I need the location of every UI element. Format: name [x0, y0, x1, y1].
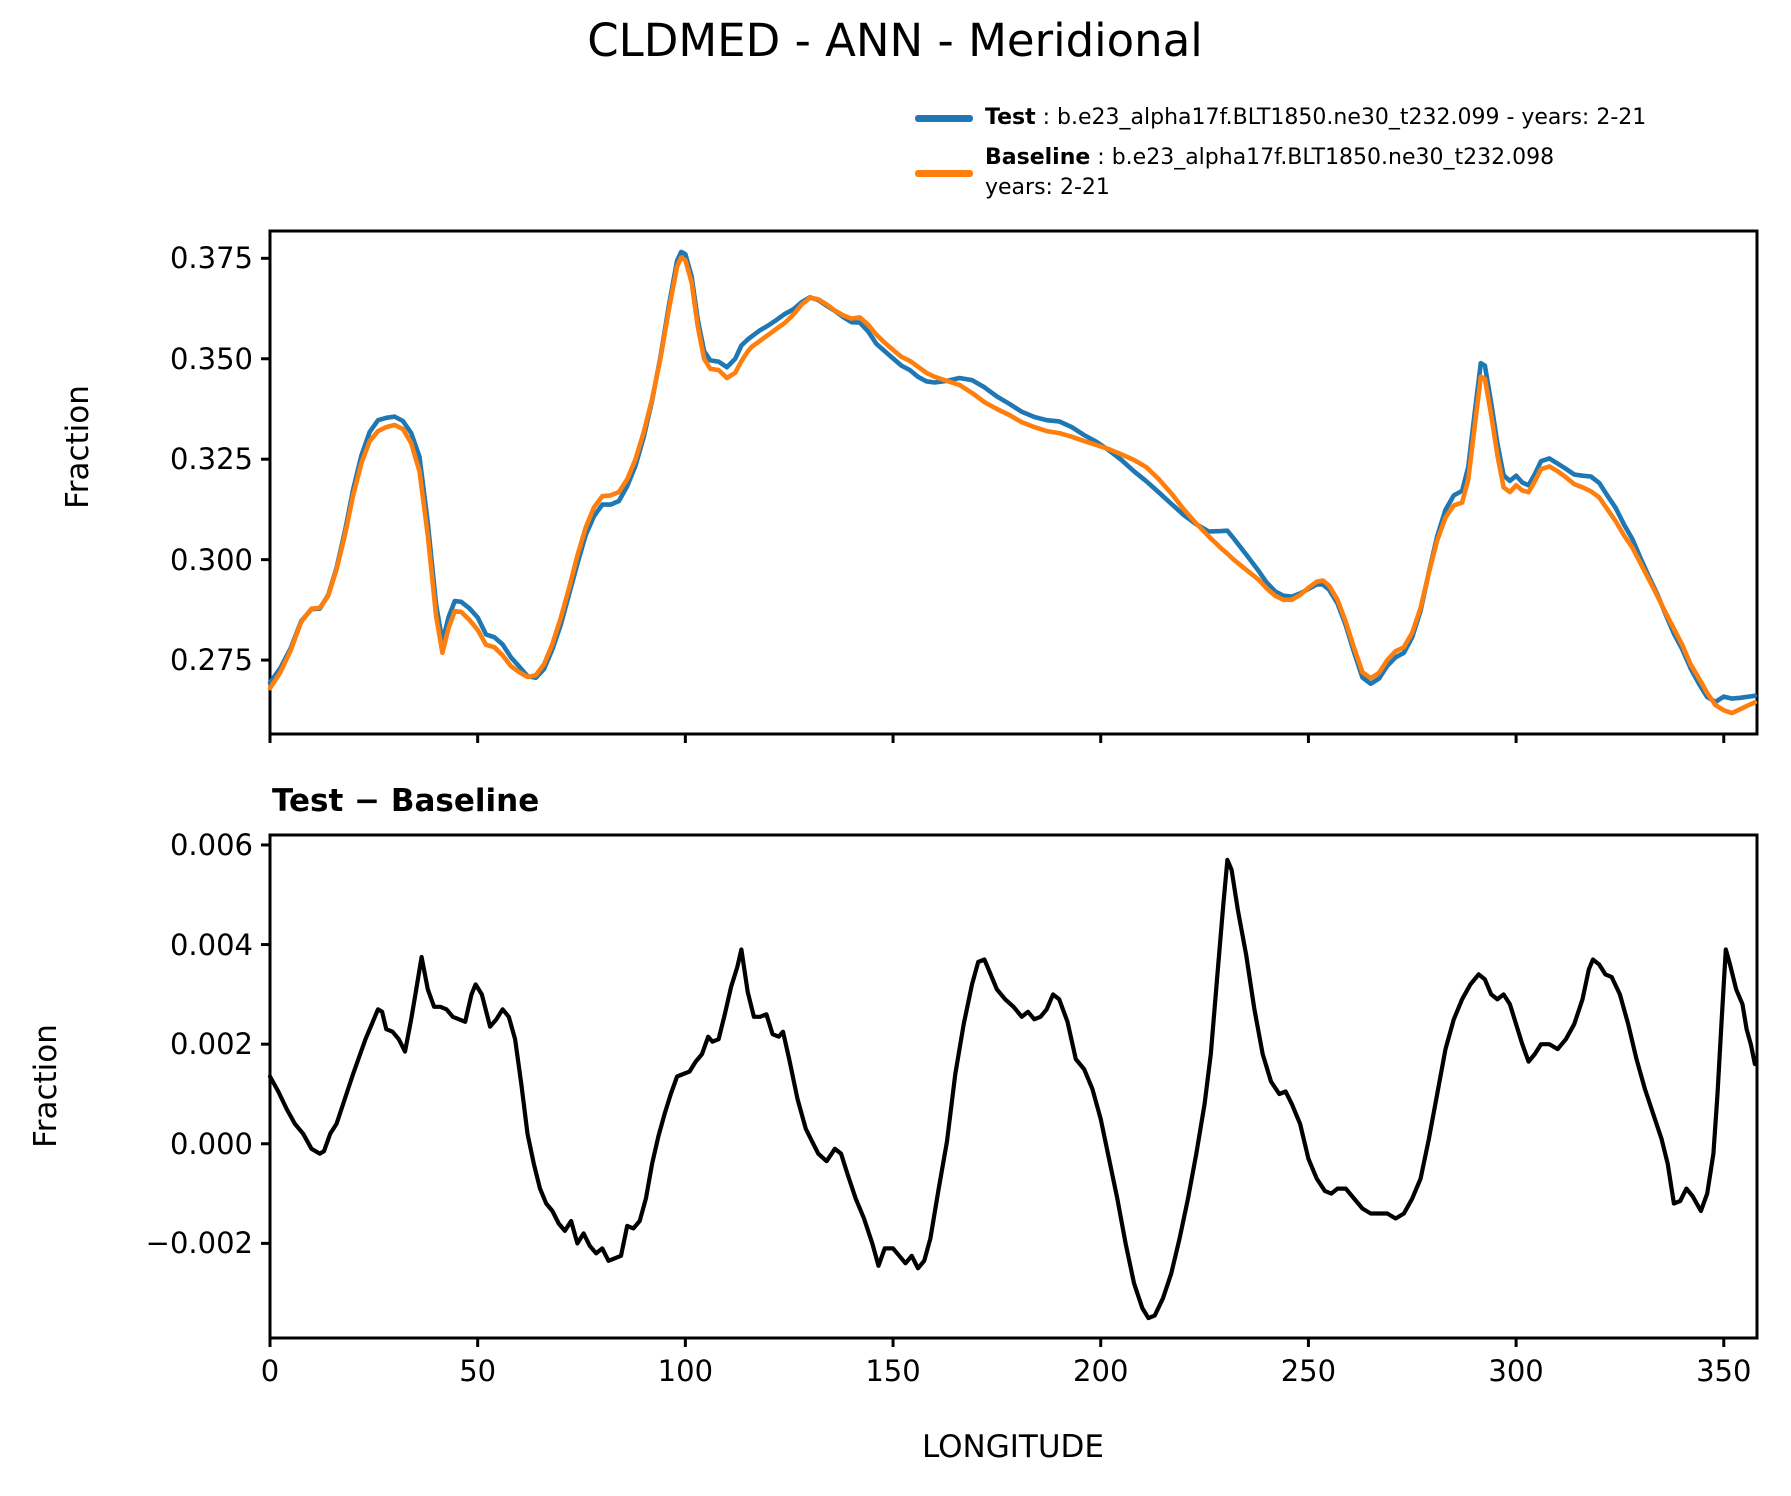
- x-axis-label: LONGITUDE: [921, 1429, 1105, 1465]
- figure-title: CLDMED - ANN - Meridional: [587, 14, 1203, 67]
- bottom-xtick-100: 100: [657, 1354, 714, 1388]
- top-ytick-0.325: 0.325: [169, 442, 253, 477]
- bottom-xtick-200: 200: [1073, 1354, 1129, 1388]
- series-test-b-e-alpha-f-blt-ne-t-years-: [267, 249, 1758, 705]
- bottom-y-axis-label: Fraction: [28, 1024, 64, 1148]
- bottom-xtick-150: 150: [865, 1354, 921, 1388]
- bottom-xtick-50: 50: [459, 1354, 497, 1388]
- bottom-ytick-−0.002: −0.002: [145, 1226, 253, 1261]
- bottom-ytick-0.000: 0.000: [169, 1126, 253, 1161]
- legend-label-baseline: Baseline: [985, 145, 1091, 170]
- bottom-xtick-250: 250: [1280, 1354, 1337, 1388]
- legend-line-test: [915, 115, 973, 122]
- bottom-ytick-0.002: 0.002: [169, 1027, 253, 1062]
- bottom-ytick-0.004: 0.004: [169, 927, 253, 962]
- series-test-baseline: [267, 857, 1757, 1321]
- legend-line-baseline: [915, 170, 973, 177]
- top-ytick-0.375: 0.375: [169, 241, 253, 276]
- legend-text-baseline-line2: years: 2-21: [985, 175, 1110, 200]
- series-baseline-b-e-alpha-f-blt-ne-t-years-: [267, 255, 1758, 716]
- legend-text-test: b.e23_alpha17f.BLT1850.ne30_t232.099 - y…: [1057, 105, 1647, 130]
- top-ytick-0.300: 0.300: [169, 542, 253, 577]
- bottom-xtick-350: 350: [1696, 1354, 1752, 1388]
- legend-text-baseline: b.e23_alpha17f.BLT1850.ne30_t232.098: [1111, 145, 1555, 170]
- top-y-axis-label: Fraction: [60, 385, 96, 509]
- bottom-ytick-0.006: 0.006: [169, 827, 253, 862]
- bottom-xtick-0: 0: [260, 1354, 280, 1388]
- legend-sep-baseline: :: [1090, 145, 1112, 170]
- top-ytick-0.275: 0.275: [169, 643, 253, 678]
- legend-label-test: Test: [985, 105, 1036, 130]
- bottom-xtick-300: 300: [1488, 1354, 1544, 1388]
- legend-entry-test: Test : b.e23_alpha17f.BLT1850.ne30_t232.…: [985, 103, 1646, 133]
- legend-entry-baseline: Baseline : b.e23_alpha17f.BLT1850.ne30_t…: [985, 143, 1554, 203]
- top-axes-box: [268, 229, 1759, 736]
- top-ytick-0.350: 0.350: [169, 341, 253, 376]
- bottom-axes-box: [268, 833, 1759, 1340]
- legend-sep-test: :: [1035, 105, 1058, 130]
- bottom-panel-title: Test − Baseline: [272, 783, 540, 819]
